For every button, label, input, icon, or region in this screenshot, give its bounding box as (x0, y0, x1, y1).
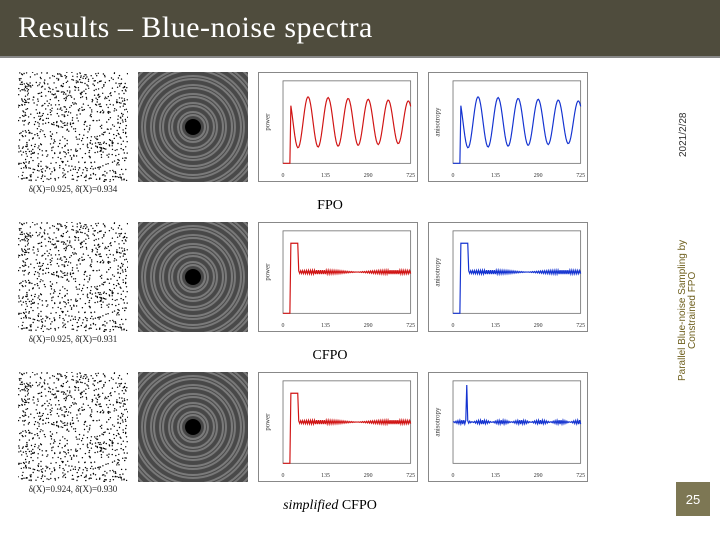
svg-text:anisotropy: anisotropy (434, 257, 441, 287)
fourier-spectrum (138, 222, 248, 332)
svg-text:725: 725 (406, 323, 415, 329)
power-plot-cell: 0 135 290 725 power (258, 372, 418, 482)
line-plot: 0 135 290 725 power (258, 372, 418, 482)
slide-reference: Parallel Blue-noise Sampling by Constrai… (678, 200, 706, 420)
svg-text:0: 0 (282, 173, 285, 179)
power-plot-cell: 0 135 290 725 power (258, 72, 418, 182)
svg-text:0: 0 (452, 173, 455, 179)
point-distribution (18, 222, 128, 332)
line-plot: 0 135 290 725 anisotropy (428, 372, 588, 482)
svg-text:0: 0 (282, 323, 285, 329)
svg-text:135: 135 (321, 173, 330, 179)
content-area: δ(X)=0.925, δ̄(X)=0.934 0 135 290 725 power… (0, 58, 660, 514)
spectrum-cell (138, 222, 248, 332)
line-plot: 0 135 290 725 power (258, 222, 418, 332)
svg-text:290: 290 (364, 473, 373, 479)
svg-text:power: power (264, 113, 271, 131)
svg-text:power: power (264, 263, 271, 281)
svg-text:0: 0 (282, 473, 285, 479)
svg-text:anisotropy: anisotropy (434, 107, 441, 137)
svg-text:0: 0 (452, 473, 455, 479)
aniso-plot-cell: 0 135 290 725 anisotropy (428, 372, 588, 482)
svg-text:725: 725 (576, 173, 585, 179)
spectrum-cell (138, 72, 248, 182)
row-label: FPO (18, 198, 642, 214)
row-label: simplified CFPO (18, 498, 642, 514)
line-plot: 0 135 290 725 anisotropy (428, 222, 588, 332)
svg-text:725: 725 (576, 473, 585, 479)
delta-caption: δ(X)=0.925, δ̄(X)=0.934 (18, 184, 128, 194)
line-plot: 0 135 290 725 anisotropy (428, 72, 588, 182)
result-row: δ(X)=0.925, δ̄(X)=0.934 0 135 290 725 power… (18, 72, 642, 194)
svg-text:725: 725 (406, 173, 415, 179)
delta-caption: δ(X)=0.925, δ̄(X)=0.931 (18, 334, 128, 344)
fourier-spectrum (138, 72, 248, 182)
page-title: Results – Blue-noise spectra (18, 11, 373, 45)
fourier-spectrum (138, 372, 248, 482)
right-sidebar: 2021/2/28 Parallel Blue-noise Sampling b… (678, 70, 706, 526)
noise-cell: δ(X)=0.925, δ̄(X)=0.934 (18, 72, 128, 194)
aniso-plot-cell: 0 135 290 725 anisotropy (428, 72, 588, 182)
row-label: CFPO (18, 348, 642, 364)
svg-text:135: 135 (321, 323, 330, 329)
point-distribution (18, 72, 128, 182)
delta-caption: δ(X)=0.924, δ̄(X)=0.930 (18, 484, 128, 494)
spectrum-cell (138, 372, 248, 482)
power-plot-cell: 0 135 290 725 power (258, 222, 418, 332)
page-number: 25 (676, 482, 710, 516)
svg-text:290: 290 (364, 173, 373, 179)
svg-text:725: 725 (406, 473, 415, 479)
svg-text:725: 725 (576, 323, 585, 329)
svg-text:135: 135 (491, 323, 500, 329)
point-distribution (18, 372, 128, 482)
title-bar: Results – Blue-noise spectra (0, 0, 720, 58)
result-row: δ(X)=0.925, δ̄(X)=0.931 0 135 290 725 power… (18, 222, 642, 344)
svg-text:135: 135 (491, 473, 500, 479)
slide-date: 2021/2/28 (678, 70, 706, 200)
noise-cell: δ(X)=0.925, δ̄(X)=0.931 (18, 222, 128, 344)
ref-line-2: Constrained FPO (687, 271, 698, 348)
svg-text:290: 290 (534, 473, 543, 479)
svg-text:135: 135 (321, 473, 330, 479)
svg-text:power: power (264, 413, 271, 431)
result-row: δ(X)=0.924, δ̄(X)=0.930 0 135 290 725 power… (18, 372, 642, 494)
svg-text:0: 0 (452, 323, 455, 329)
svg-text:290: 290 (534, 173, 543, 179)
svg-text:anisotropy: anisotropy (434, 407, 441, 437)
aniso-plot-cell: 0 135 290 725 anisotropy (428, 222, 588, 332)
svg-text:290: 290 (534, 323, 543, 329)
svg-text:290: 290 (364, 323, 373, 329)
noise-cell: δ(X)=0.924, δ̄(X)=0.930 (18, 372, 128, 494)
svg-text:135: 135 (491, 173, 500, 179)
line-plot: 0 135 290 725 power (258, 72, 418, 182)
